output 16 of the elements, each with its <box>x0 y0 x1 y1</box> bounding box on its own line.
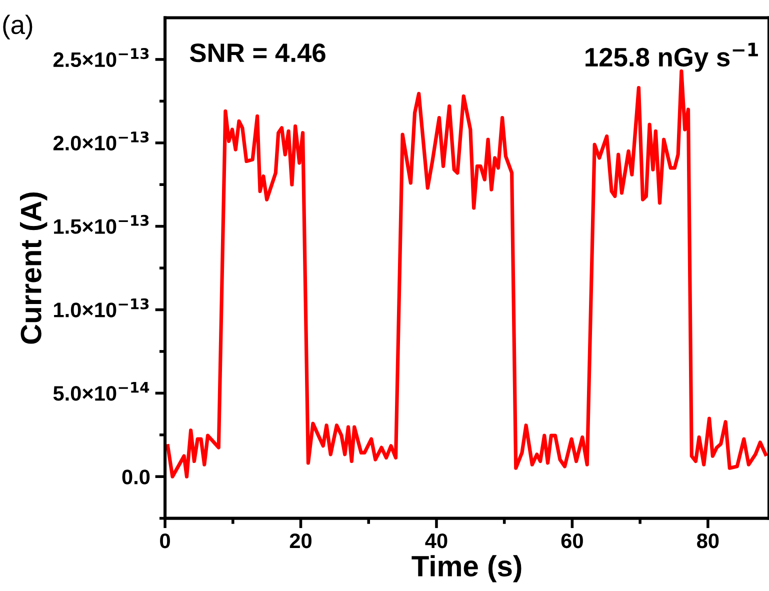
x-tick-label: 0 <box>160 533 170 548</box>
y-tick-label: 5.0×10$^{−14}$ <box>53 382 150 401</box>
annotation: SNR = 4.46 <box>190 43 326 62</box>
y-tick-label: 2.5×10$^{−13}$ <box>53 48 149 68</box>
y-tick-label: 0.0 <box>122 470 150 484</box>
text: (a) <box>3 14 32 40</box>
y-tick-label: 2.0×10$^{−13}$ <box>53 131 149 150</box>
y-tick-label: 1.0×10$^{−13}$ <box>54 298 149 318</box>
annotation: 125.8 nGy s$^{−1}$ <box>586 42 758 72</box>
x-tick-label: 40 <box>425 533 448 548</box>
x-tick-label: 20 <box>290 533 312 548</box>
y-tick-label: 1.5×10$^{−13}$ <box>54 214 149 234</box>
x-tick-label: 60 <box>561 533 583 548</box>
x-axis-title: Time (s) <box>412 555 522 582</box>
x-tick-label: 80 <box>697 533 719 548</box>
y-axis-title: Current (A) <box>20 192 48 344</box>
